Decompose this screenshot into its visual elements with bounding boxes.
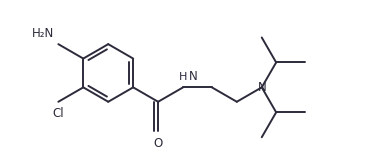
Text: N: N <box>257 81 266 94</box>
Text: H: H <box>179 72 187 82</box>
Text: O: O <box>154 137 163 150</box>
Text: H₂N: H₂N <box>32 27 55 40</box>
Text: Cl: Cl <box>52 107 64 120</box>
Text: N: N <box>189 70 198 83</box>
